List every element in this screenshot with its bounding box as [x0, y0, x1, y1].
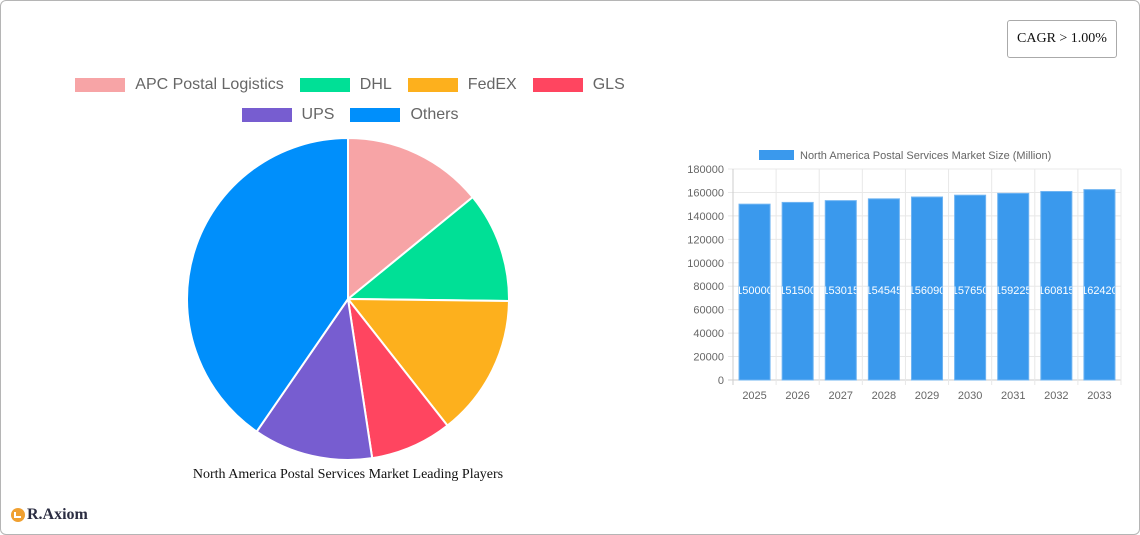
- pie-legend-row-1: APC Postal Logistics DHL FedEX GLS: [0, 76, 700, 94]
- legend-label: DHL: [359, 76, 392, 93]
- legend-swatch: [299, 78, 350, 92]
- logo-text: R.Axiom: [27, 506, 88, 523]
- x-tick-label: 2027: [829, 390, 853, 402]
- bar-rect: [738, 203, 771, 381]
- bar-value-label: 157650: [952, 285, 989, 297]
- bar-value-label: 162420: [1081, 285, 1118, 297]
- pie-slice-others[interactable]: [186, 136, 349, 433]
- x-tick-label: 2029: [915, 390, 939, 402]
- bar-2027[interactable]: 153015: [822, 200, 859, 381]
- legend-item-others[interactable]: Others: [350, 106, 458, 124]
- y-tick-label: 80000: [693, 281, 724, 293]
- cagr-badge: CAGR > 1.00%: [1007, 20, 1117, 58]
- legend-swatch: [407, 78, 458, 92]
- y-tick-label: 180000: [687, 164, 724, 176]
- bar-rect: [1040, 190, 1073, 381]
- x-tick-label: 2026: [785, 390, 809, 402]
- legend-swatch: [759, 150, 794, 160]
- bar-2030[interactable]: 157650: [952, 194, 989, 381]
- bar-2029[interactable]: 156090: [909, 196, 946, 381]
- y-tick-label: 140000: [687, 211, 724, 223]
- bar-value-label: 151500: [779, 285, 816, 297]
- legend-label: GLS: [592, 76, 625, 93]
- y-tick-label: 60000: [693, 305, 724, 317]
- bar-2026[interactable]: 151500: [779, 201, 816, 381]
- legend-item-gls[interactable]: GLS: [532, 76, 625, 94]
- bar-2032[interactable]: 160815: [1038, 190, 1075, 381]
- bar-rect: [781, 201, 814, 381]
- legend-swatch: [350, 108, 401, 122]
- pie-legend-row-2: UPS Others: [0, 106, 700, 124]
- legend-swatch: [75, 78, 126, 92]
- y-tick-label: 0: [718, 375, 724, 387]
- bar-value-label: 156090: [909, 285, 946, 297]
- legend-label: FedEX: [467, 76, 517, 93]
- bar-value-label: 159225: [995, 285, 1032, 297]
- x-tick-label: 2030: [958, 390, 982, 402]
- y-tick-label: 120000: [687, 234, 724, 246]
- x-tick-label: 2025: [742, 390, 766, 402]
- bar-2033[interactable]: 162420: [1081, 189, 1118, 381]
- bar-2028[interactable]: 154545: [866, 198, 903, 381]
- bar-value-label: 160815: [1038, 285, 1075, 297]
- legend-item-ups[interactable]: UPS: [241, 106, 335, 124]
- brand-logo: R.Axiom: [11, 506, 88, 524]
- legend-item-apc[interactable]: APC Postal Logistics: [75, 76, 284, 94]
- bar-legend-label: North America Postal Services Market Siz…: [800, 150, 1051, 162]
- bar-value-label: 153015: [822, 285, 859, 297]
- pie-slice-dhl[interactable]: [345, 195, 510, 303]
- y-tick-label: 20000: [693, 352, 724, 364]
- legend-swatch: [532, 78, 583, 92]
- legend-item-fedex[interactable]: FedEX: [407, 76, 517, 94]
- y-tick-label: 160000: [687, 187, 724, 199]
- legend-label: UPS: [301, 106, 335, 123]
- cagr-label: CAGR > 1.00%: [1017, 31, 1107, 46]
- bar-rect: [910, 196, 944, 381]
- x-tick-label: 2033: [1087, 390, 1111, 402]
- pie-slice-ups[interactable]: [255, 296, 374, 461]
- y-tick-label: 100000: [687, 258, 724, 270]
- x-tick-label: 2028: [872, 390, 896, 402]
- legend-swatch: [241, 108, 292, 122]
- x-tick-label: 2031: [1001, 390, 1025, 402]
- bar-2025[interactable]: 150000: [736, 203, 773, 381]
- pie-slice-apc-postal-logistics[interactable]: [347, 136, 475, 302]
- bar-rect: [867, 198, 900, 381]
- x-tick-label: 2032: [1044, 390, 1068, 402]
- bar-value-label: 154545: [866, 285, 903, 297]
- bar-rect: [997, 192, 1030, 381]
- bar-rect: [1083, 189, 1116, 381]
- y-tick-label: 40000: [693, 328, 724, 340]
- bar-legend[interactable]: North America Postal Services Market Siz…: [759, 150, 1051, 162]
- logo-chart-icon: [11, 508, 25, 522]
- pie-slice-fedex[interactable]: [345, 297, 510, 427]
- bar-value-label: 150000: [736, 285, 773, 297]
- legend-label: Others: [410, 106, 459, 123]
- bar-rect: [824, 200, 857, 381]
- legend-label: APC Postal Logistics: [135, 76, 284, 93]
- pie-chart-title: North America Postal Services Market Lea…: [192, 467, 504, 482]
- bar-rect: [954, 194, 987, 381]
- legend-item-dhl[interactable]: DHL: [299, 76, 392, 94]
- bar-2031[interactable]: 159225: [995, 192, 1032, 381]
